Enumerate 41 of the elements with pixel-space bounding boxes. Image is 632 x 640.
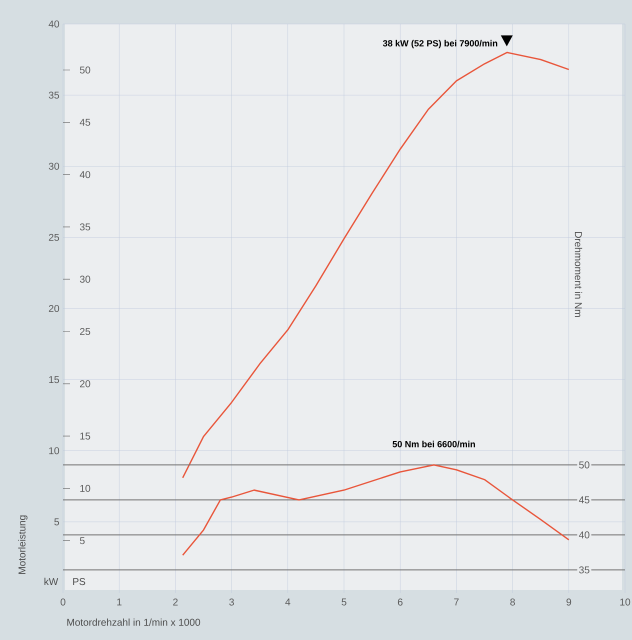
y2-tick-label: 45 <box>80 118 90 126</box>
y-tick-label: 30 <box>48 162 60 170</box>
x-tick-label: 0 <box>60 598 66 606</box>
x-tick-label: 3 <box>229 598 234 606</box>
y3-axis-title: Drehmoment in Nm <box>574 232 582 317</box>
annotation: 38 kW (52 PS) bei 7900/min <box>382 40 498 48</box>
y2-tick-label: 20 <box>80 380 90 388</box>
y3-tick-label: 35 <box>579 566 590 574</box>
annotation: PS <box>73 578 86 586</box>
text: kW <box>44 578 58 585</box>
y-tick-label: 20 <box>48 304 60 312</box>
x-tick-label: 6 <box>398 598 403 606</box>
y-tick-label: 40 <box>48 20 60 28</box>
y3-tick-label: 45 <box>578 496 590 504</box>
x-axis-title: Motordrehzahl in 1/min x 1000 <box>67 618 200 626</box>
y-tick-label: 25 <box>48 234 60 241</box>
y-tick-label: 10 <box>49 447 60 454</box>
x-tick-label: 5 <box>342 598 346 606</box>
y2-tick-label: 30 <box>80 276 90 283</box>
y-tick-label: 15 <box>49 376 60 384</box>
y-tick-label: 35 <box>48 92 60 99</box>
x-tick-label: 2 <box>173 598 178 606</box>
x-tick-label: 4 <box>285 598 290 606</box>
x-tick-label: 8 <box>510 598 515 606</box>
y2-tick-label: 15 <box>80 432 90 440</box>
y3-tick-label: 40 <box>578 531 590 538</box>
y2-tick-label: 25 <box>80 328 90 336</box>
y2-tick-label: 40 <box>80 171 90 178</box>
y-tick-label: 5 <box>54 518 60 526</box>
y2-tick-label: 10 <box>80 484 90 492</box>
y2-tick-label: 5 <box>80 537 85 544</box>
x-tick-label: 9 <box>566 598 572 606</box>
annotation: 50 Nm bei 6600/min <box>392 440 475 448</box>
x-tick-label: 10 <box>620 598 630 606</box>
y3-tick-label: 50 <box>579 461 590 468</box>
line-series <box>182 52 570 478</box>
x-tick-label: 7 <box>454 598 459 606</box>
y2-tick-label: 35 <box>80 223 90 230</box>
y2-tick-label: 50 <box>80 66 90 74</box>
y-axis-title: Motorleistung <box>18 515 28 574</box>
x-tick-label: 1 <box>117 598 122 606</box>
